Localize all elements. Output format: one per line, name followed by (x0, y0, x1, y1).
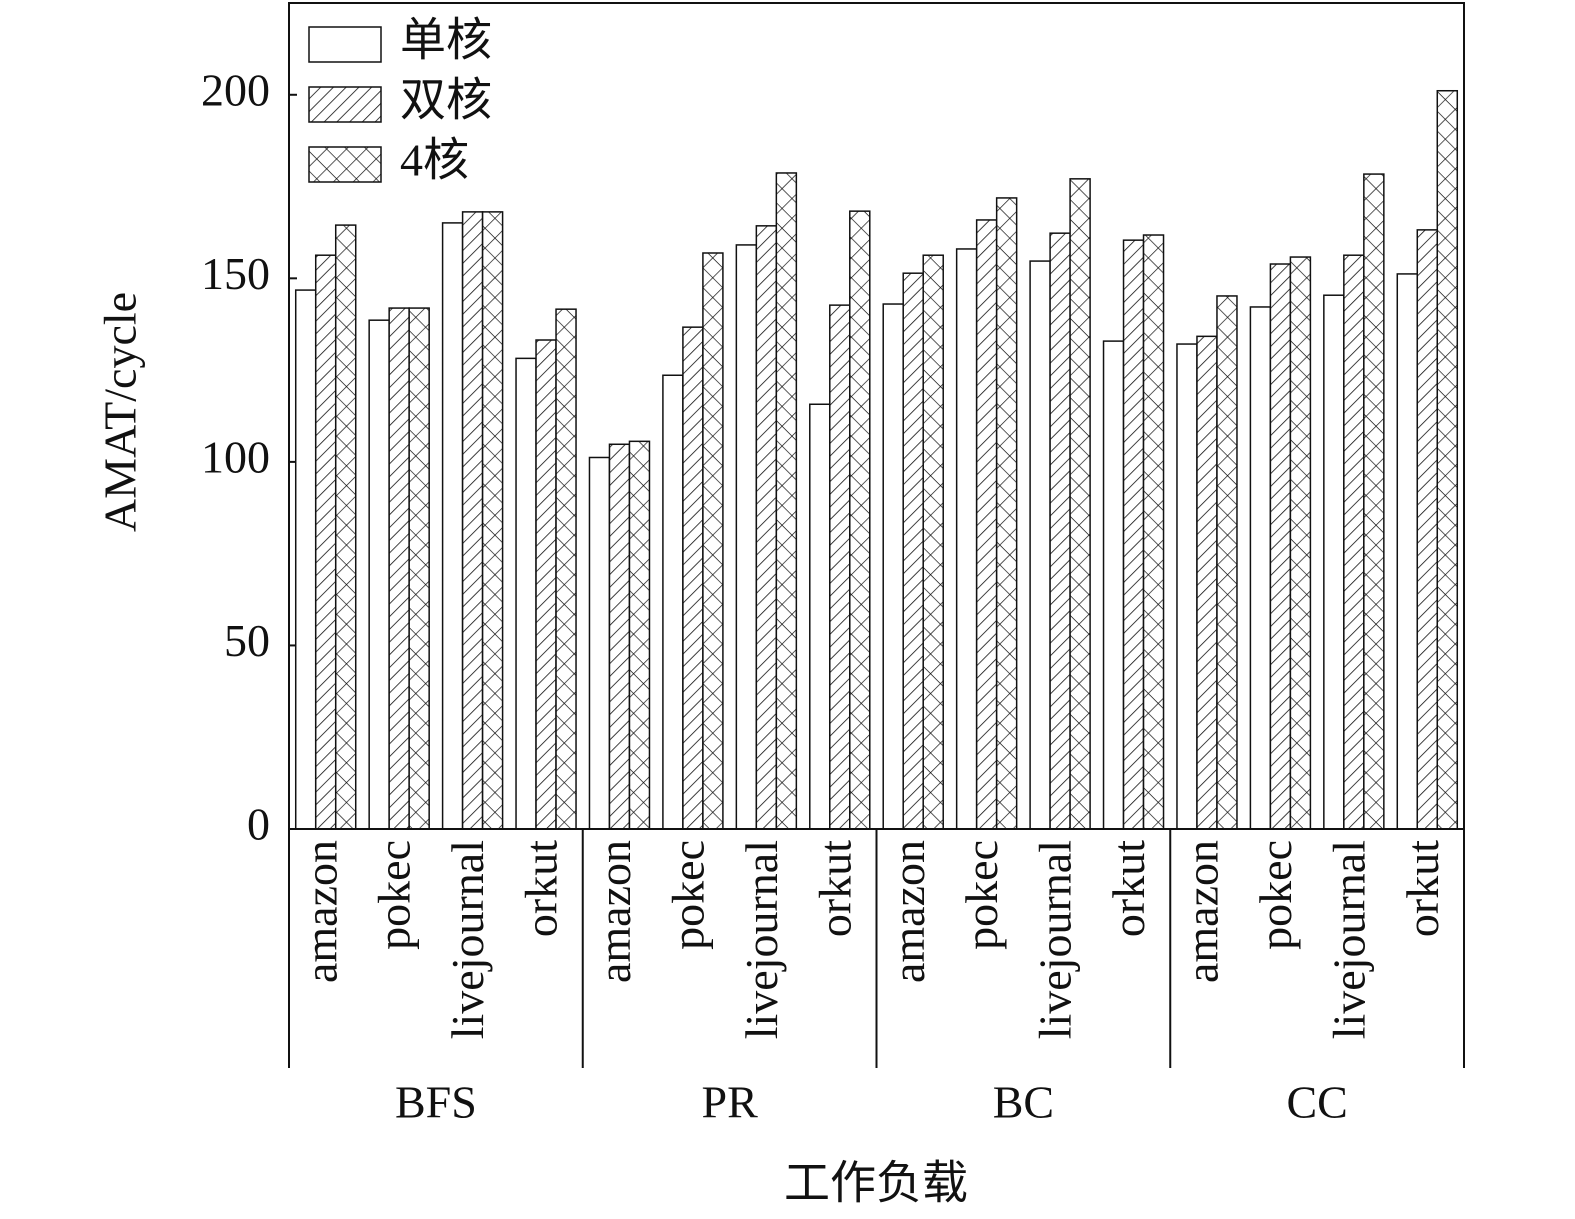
bar (535, 339, 557, 830)
legend-label: 4核 (400, 135, 469, 186)
bar (314, 254, 337, 830)
bar (1436, 89, 1459, 830)
x-tick-label: orkut (516, 840, 567, 937)
bar (515, 357, 537, 830)
bar (1122, 239, 1145, 830)
bar (1176, 343, 1198, 830)
x-tick-label: orkut (1103, 840, 1154, 937)
bar (995, 197, 1018, 830)
bar (481, 211, 504, 830)
legend-label: 双核 (400, 75, 492, 126)
y-tick-label: 50 (224, 615, 270, 666)
group-label: PR (701, 1077, 758, 1128)
bar (682, 326, 704, 830)
bar (1029, 260, 1051, 830)
bar (1343, 254, 1365, 830)
y-tick-label: 150 (201, 248, 270, 299)
y-tick-label: 100 (201, 431, 270, 482)
bar (1102, 340, 1125, 830)
bar (809, 403, 831, 830)
bar (461, 211, 484, 830)
bar (902, 272, 924, 830)
bar (408, 307, 430, 830)
bar (1049, 232, 1071, 830)
bar (1323, 294, 1345, 830)
bar (628, 440, 651, 830)
bar (388, 307, 410, 830)
bar (1142, 234, 1165, 830)
bar (849, 210, 871, 830)
bar (294, 289, 317, 830)
bar (755, 225, 778, 830)
bar (368, 319, 390, 830)
x-tick-label: amazon (1177, 840, 1228, 983)
bar (555, 308, 577, 830)
bar (1416, 229, 1439, 830)
bar (608, 443, 631, 830)
bar (334, 224, 357, 830)
group-label: BFS (395, 1077, 477, 1128)
y-tick-label: 0 (247, 799, 270, 850)
bar (1363, 173, 1385, 830)
x-tick-label: livejournal (1323, 840, 1374, 1039)
y-tick-label: 200 (201, 64, 270, 115)
legend-label: 单核 (400, 15, 492, 66)
bar (588, 456, 611, 830)
x-tick-label: livejournal (736, 840, 787, 1039)
bar (1396, 273, 1419, 830)
bar (882, 303, 904, 830)
x-tick-label: orkut (1397, 840, 1448, 937)
group-label: BC (993, 1077, 1054, 1128)
x-tick-label: amazon (589, 840, 640, 983)
bar (1196, 335, 1218, 830)
x-tick-label: pokec (369, 840, 420, 950)
legend-swatch (308, 26, 382, 63)
x-tick-label: pokec (1250, 840, 1301, 950)
bar (702, 252, 724, 830)
legend-swatch (308, 146, 382, 183)
x-axis-title: 工作负载 (784, 1158, 968, 1209)
bar (922, 254, 944, 830)
legend-swatch (308, 86, 382, 123)
x-tick-label: livejournal (1030, 840, 1081, 1039)
bar (441, 222, 464, 830)
x-tick-label: amazon (883, 840, 934, 983)
x-tick-label: pokec (956, 840, 1007, 950)
bar (1269, 263, 1292, 830)
x-tick-label: livejournal (442, 840, 493, 1039)
x-tick-label: amazon (295, 840, 346, 983)
bar (662, 374, 684, 830)
bar (1069, 178, 1091, 830)
x-tick-label: pokec (662, 840, 713, 950)
y-axis-title: AMAT/cycle (95, 292, 146, 532)
bar (975, 219, 998, 830)
x-tick-label: orkut (809, 840, 860, 937)
bar (775, 172, 798, 830)
bar (955, 248, 978, 830)
bar (1249, 306, 1272, 830)
bar (1216, 295, 1238, 830)
bar (829, 304, 851, 830)
group-label: CC (1286, 1077, 1347, 1128)
bar (735, 244, 758, 830)
bar (1289, 256, 1312, 830)
